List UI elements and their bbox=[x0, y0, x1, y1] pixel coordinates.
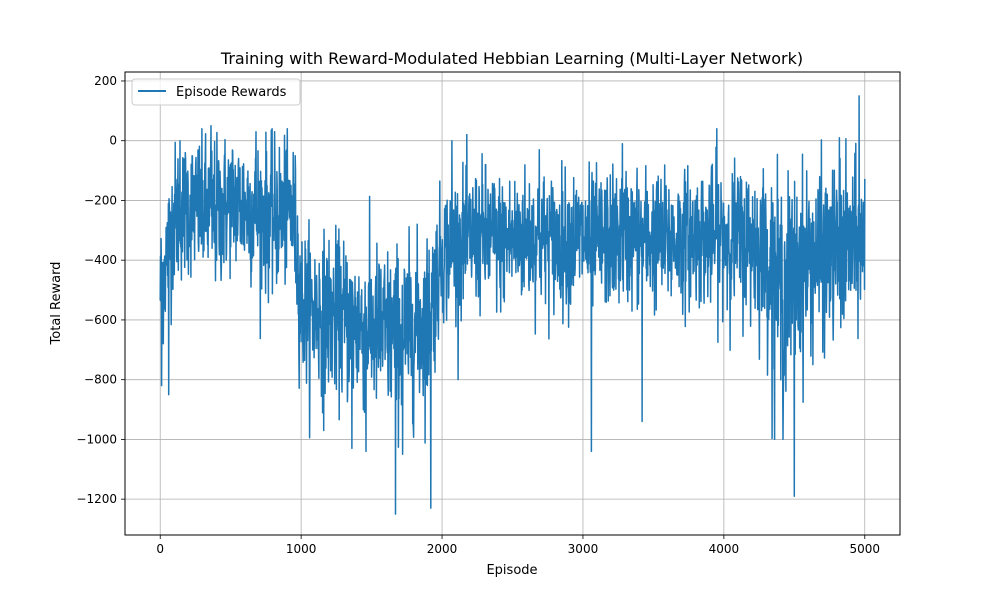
legend: Episode Rewards bbox=[131, 78, 301, 106]
x-tick-label: 2000 bbox=[427, 542, 458, 556]
y-tick-label: −1200 bbox=[76, 492, 117, 506]
x-tick-label: 5000 bbox=[849, 542, 880, 556]
series-line-episode-rewards bbox=[159, 95, 866, 515]
y-tick-label: −800 bbox=[84, 373, 117, 387]
x-tick-label: 1000 bbox=[286, 542, 317, 556]
y-tick-label: 0 bbox=[109, 134, 117, 148]
y-axis-label: Total Reward bbox=[49, 262, 64, 346]
x-tick-label: 0 bbox=[156, 542, 164, 556]
x-tick-label: 3000 bbox=[568, 542, 599, 556]
y-tick-label: −400 bbox=[84, 253, 117, 267]
x-axis-ticks: 0 1000 2000 3000 4000 5000 bbox=[156, 535, 880, 556]
plot-frame bbox=[124, 71, 901, 536]
y-axis-ticks: −1200 −1000 −800 −600 −400 −200 0 200 bbox=[76, 74, 125, 506]
y-tick-label: 200 bbox=[94, 74, 117, 88]
x-tick-label: 4000 bbox=[709, 542, 740, 556]
chart-title: Training with Reward-Modulated Hebbian L… bbox=[220, 49, 803, 68]
data-layer bbox=[159, 95, 866, 515]
legend-label-episode-rewards: Episode Rewards bbox=[176, 85, 287, 100]
y-tick-label: −200 bbox=[84, 193, 117, 207]
y-tick-label: −1000 bbox=[76, 432, 117, 446]
x-axis-label: Episode bbox=[486, 563, 537, 578]
legend-box bbox=[131, 78, 301, 106]
y-tick-label: −600 bbox=[84, 313, 117, 327]
